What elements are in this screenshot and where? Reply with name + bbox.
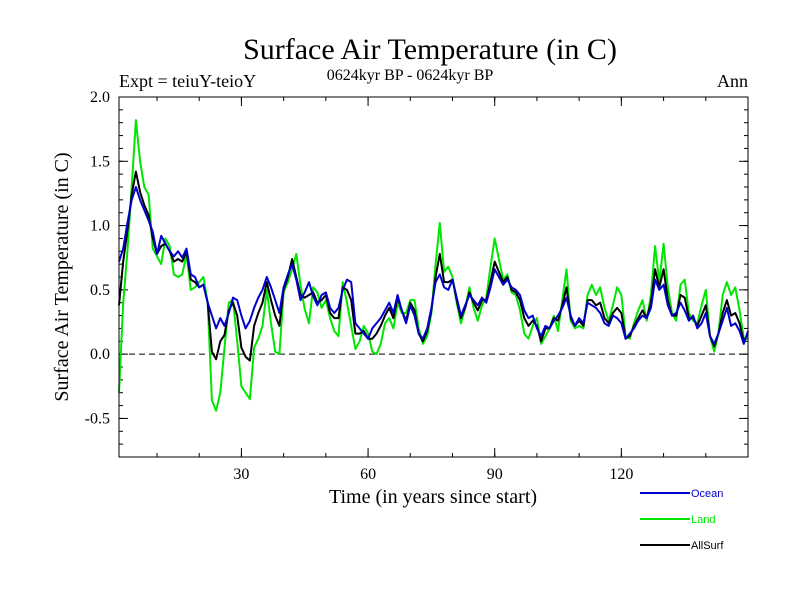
y-tick-label: 2.0 bbox=[90, 89, 110, 106]
x-tick-label: 30 bbox=[233, 466, 249, 483]
y-tick-label: 1.0 bbox=[90, 218, 110, 235]
y-axis-label: Surface Air Temperature (in C) bbox=[51, 152, 73, 401]
legend-label-land: Land bbox=[691, 514, 715, 526]
series-line-land bbox=[118, 119, 748, 412]
chart-subtitle: 0624kyr BP - 0624kyr BP bbox=[327, 67, 494, 84]
y-tick-label: -0.5 bbox=[85, 410, 110, 427]
series-line-ocean bbox=[118, 186, 749, 345]
x-axis-label: Time (in years since start) bbox=[329, 486, 537, 508]
chart-title: Surface Air Temperature (in C) bbox=[243, 33, 617, 66]
x-tick-label: 120 bbox=[609, 466, 633, 483]
x-tick-label: 60 bbox=[360, 466, 376, 483]
experiment-label: Expt = teiuY-teioY bbox=[119, 71, 256, 91]
series-layer bbox=[118, 119, 749, 412]
legend: Ocean Land AllSurf bbox=[640, 488, 724, 552]
x-tick-label: 90 bbox=[487, 466, 503, 483]
y-tick-label: 1.5 bbox=[90, 153, 110, 170]
legend-label-ocean: Ocean bbox=[691, 488, 723, 500]
plot-frame bbox=[118, 96, 749, 458]
legend-label-allsurf: AllSurf bbox=[691, 540, 724, 552]
season-label: Ann bbox=[717, 71, 748, 91]
y-tick-label: 0.0 bbox=[90, 346, 110, 363]
axes-layer: -0.5 0.0 0.5 1.0 1.5 2.0 30 60 90 120 bbox=[85, 89, 748, 483]
y-tick-label: 0.5 bbox=[90, 282, 110, 299]
